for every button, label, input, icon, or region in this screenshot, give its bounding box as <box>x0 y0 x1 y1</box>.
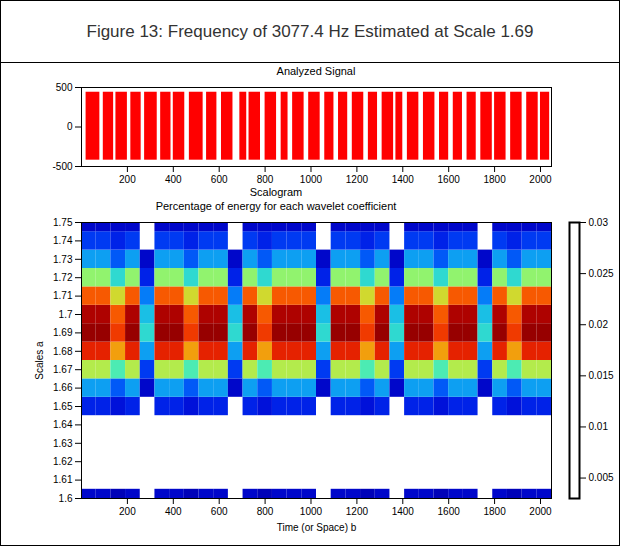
html-text:Analyzed Signal: Analyzed Signal <box>276 65 356 77</box>
svg-text:400: 400 <box>165 506 182 517</box>
svg-text:1800: 1800 <box>483 174 506 184</box>
svg-text:0: 0 <box>67 121 73 132</box>
svg-text:0.025: 0.025 <box>589 268 614 279</box>
svg-text:1400: 1400 <box>392 174 415 184</box>
svg-text:1.64: 1.64 <box>53 419 73 430</box>
svg-text:1.69: 1.69 <box>53 327 73 338</box>
svg-text:600: 600 <box>211 174 228 184</box>
html-text:Percentage of energy for each: Percentage of energy for each wavelet co… <box>155 200 397 212</box>
svg-text:1.72: 1.72 <box>53 272 73 283</box>
svg-text:1000: 1000 <box>300 174 323 184</box>
svg-text:1.62: 1.62 <box>53 456 73 467</box>
svg-text:0.015: 0.015 <box>589 370 614 381</box>
svg-text:1.63: 1.63 <box>53 438 73 449</box>
svg-text:1000: 1000 <box>300 506 323 517</box>
svg-text:1800: 1800 <box>483 506 506 517</box>
svg-text:Scales a: Scales a <box>34 341 45 380</box>
svg-text:500: 500 <box>56 82 73 93</box>
svg-text:1.7: 1.7 <box>59 309 73 320</box>
svg-text:1.6: 1.6 <box>59 493 73 504</box>
svg-text:800: 800 <box>257 174 274 184</box>
svg-text:2000: 2000 <box>529 174 552 184</box>
svg-text:400: 400 <box>165 174 182 184</box>
svg-text:200: 200 <box>119 174 136 184</box>
svg-text:1.68: 1.68 <box>53 346 73 357</box>
svg-text:1.74: 1.74 <box>53 235 73 246</box>
svg-text:1.65: 1.65 <box>53 401 73 412</box>
svg-text:1.67: 1.67 <box>53 364 73 375</box>
svg-text:1200: 1200 <box>346 174 369 184</box>
svg-text:2000: 2000 <box>529 506 552 517</box>
svg-text:1.75: 1.75 <box>53 217 73 228</box>
svg-text:Time (or Space) b: Time (or Space) b <box>277 522 357 533</box>
svg-text:0.01: 0.01 <box>589 421 609 432</box>
svg-text:0.02: 0.02 <box>589 319 609 330</box>
svg-text:1.71: 1.71 <box>53 290 73 301</box>
svg-text:0.03: 0.03 <box>589 217 609 228</box>
svg-text:800: 800 <box>257 506 274 517</box>
svg-text:1.66: 1.66 <box>53 382 73 393</box>
svg-text:0.005: 0.005 <box>589 472 614 483</box>
svg-text:1600: 1600 <box>438 506 461 517</box>
svg-text:200: 200 <box>119 506 136 517</box>
html-text:Scalogram: Scalogram <box>249 186 303 198</box>
svg-text:1600: 1600 <box>438 174 461 184</box>
html-text:Figure 13: Frequency of 3077.4: Figure 13: Frequency of 3077.4 Hz Estima… <box>86 21 534 41</box>
svg-text:600: 600 <box>211 506 228 517</box>
svg-text:1.73: 1.73 <box>53 254 73 265</box>
svg-text:1400: 1400 <box>392 506 415 517</box>
svg-text:-500: -500 <box>52 161 72 172</box>
svg-text:1200: 1200 <box>346 506 369 517</box>
svg-text:1.61: 1.61 <box>53 474 73 485</box>
